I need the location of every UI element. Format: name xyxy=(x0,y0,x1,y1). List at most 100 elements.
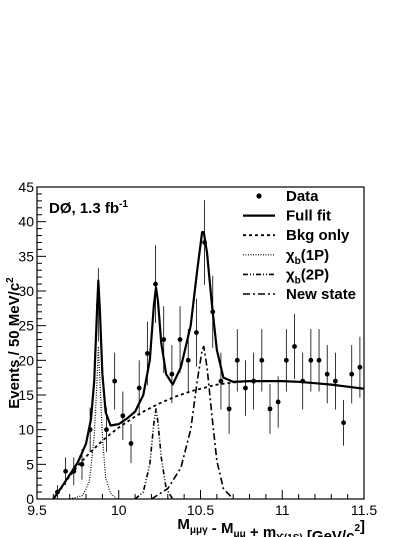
x-tick-label: 10 xyxy=(111,502,127,518)
x-tick-label: 9.5 xyxy=(27,502,47,518)
y-tick-label: 40 xyxy=(18,214,34,230)
data-marker xyxy=(226,406,232,412)
legend-label-full: Full fit xyxy=(286,208,331,225)
y-axis-title: Events / 50 MeV/c2 xyxy=(5,277,23,409)
x-tick-label: 11 xyxy=(275,502,290,518)
data-point xyxy=(104,407,109,452)
data-point xyxy=(349,345,355,404)
data-marker xyxy=(169,371,175,377)
annotation-sup: -1 xyxy=(119,199,128,210)
data-point xyxy=(120,391,126,441)
data-marker xyxy=(349,371,355,377)
data-point xyxy=(341,399,346,446)
data-point xyxy=(79,449,85,480)
data-marker xyxy=(63,468,69,474)
data-point xyxy=(218,352,224,410)
data-point xyxy=(316,329,322,392)
data-marker xyxy=(104,427,109,433)
data-marker xyxy=(234,357,240,363)
y-tick-label: 45 xyxy=(18,179,34,195)
x-axis: 9.5 10 10.5 11 11.5 xyxy=(27,490,377,518)
legend-label-chi2: χb(2P) xyxy=(286,266,329,286)
data-point xyxy=(275,376,281,428)
y-tick-label: 15 xyxy=(18,387,34,403)
legend-marker-data xyxy=(256,193,262,199)
data-point xyxy=(226,383,232,434)
x-axis-title-part: μμ xyxy=(233,529,245,537)
data-marker xyxy=(185,357,191,363)
data-marker xyxy=(71,468,77,474)
data-marker xyxy=(259,357,265,363)
data-marker xyxy=(202,240,207,245)
data-marker xyxy=(161,337,167,342)
data-point xyxy=(332,352,338,410)
data-marker xyxy=(357,364,363,370)
data-marker xyxy=(79,461,85,467)
data-marker xyxy=(251,378,257,384)
data-marker xyxy=(120,413,126,419)
y-tick-label: 10 xyxy=(18,422,34,438)
data-marker xyxy=(153,281,158,287)
curve-bkg xyxy=(52,380,365,500)
data-marker xyxy=(243,385,248,391)
data-points-layer xyxy=(55,200,363,499)
data-point xyxy=(87,407,93,452)
curve-chi2 xyxy=(134,408,174,500)
data-point xyxy=(283,329,289,392)
data-point xyxy=(169,345,175,404)
data-marker xyxy=(267,406,273,412)
legend-item-chi2: χb(2P) xyxy=(243,266,329,286)
y-tick-label: 35 xyxy=(18,248,34,264)
legend-label-bkg: Bkg only xyxy=(286,227,350,244)
data-point xyxy=(234,329,240,392)
data-marker xyxy=(316,357,322,363)
y-tick-label: 25 xyxy=(18,318,34,334)
data-point xyxy=(55,485,60,499)
data-marker xyxy=(136,385,142,391)
data-point xyxy=(300,352,306,410)
data-marker xyxy=(332,378,338,384)
y-tick-label: 20 xyxy=(18,352,34,368)
data-point xyxy=(128,424,134,463)
y-axis-title-sup: 2 xyxy=(5,277,16,283)
data-point xyxy=(95,268,101,342)
data-marker xyxy=(112,378,118,384)
data-point xyxy=(144,321,150,386)
x-tick-label: 10.5 xyxy=(187,502,214,518)
data-marker xyxy=(324,371,330,377)
data-point xyxy=(210,275,216,348)
legend: Data Full fit Bkg only χb(1P)χb(2P)New stat… xyxy=(243,188,356,303)
legend-item-newstate: New state xyxy=(243,286,356,303)
legend-item-full: Full fit xyxy=(243,208,331,225)
y-tick-label: 5 xyxy=(26,456,34,472)
legend-item-bkg: Bkg only xyxy=(243,227,350,244)
curve-newstate xyxy=(151,345,234,500)
x-axis-title-part: [GeV/c xyxy=(303,528,355,537)
data-point xyxy=(267,383,273,434)
legend-item-chi1: χb(1P) xyxy=(243,247,329,267)
annotation-label: DØ, 1.3 fb-1 xyxy=(49,199,128,217)
data-marker xyxy=(194,330,199,335)
data-point xyxy=(292,313,297,380)
data-point xyxy=(112,352,118,410)
data-point xyxy=(357,336,363,398)
x-axis-title-part: 2 xyxy=(354,523,360,534)
data-point xyxy=(136,360,142,416)
x-axis-title-part: - M xyxy=(208,520,234,537)
legend-label-chi1: χb(1P) xyxy=(286,247,329,267)
data-marker xyxy=(177,337,183,342)
data-marker xyxy=(144,351,150,356)
y-axis: 0 5 10 15 20 25 30 35 40 45 xyxy=(18,179,46,507)
data-point xyxy=(185,329,191,392)
x-tick-label: 11.5 xyxy=(351,502,377,518)
data-point xyxy=(194,298,199,367)
data-point xyxy=(202,200,207,285)
legend-item-data: Data xyxy=(256,188,319,205)
annotation-main: DØ, 1.3 fb xyxy=(49,200,119,217)
data-point xyxy=(153,245,158,323)
y-tick-label: 30 xyxy=(18,283,34,299)
y-tick-label: 0 xyxy=(26,491,34,507)
x-axis-title-part: ] xyxy=(360,518,365,535)
x-axis-title: Mμμγ - Mμμ + mϒ(1S) [GeV/c2] xyxy=(177,516,365,537)
